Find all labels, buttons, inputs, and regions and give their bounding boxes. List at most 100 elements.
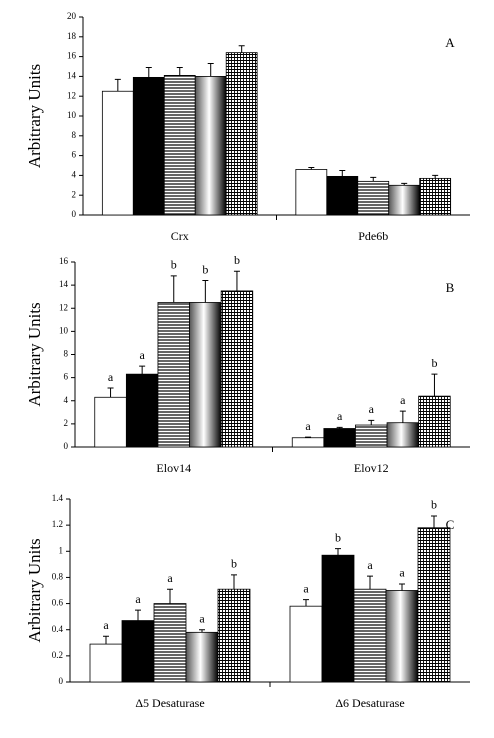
x-tick-label: Pde6b (358, 229, 388, 243)
y-tick-label: 14 (59, 279, 69, 289)
bar (89, 643, 123, 683)
error-bar (336, 426, 343, 429)
y-axis-label: Arbitrary Units (25, 538, 44, 642)
significance-letter: b (234, 253, 240, 267)
y-tick-label: 18 (67, 31, 77, 41)
y-tick-label: 0 (72, 209, 77, 219)
bar (217, 588, 251, 683)
significance-letter: a (337, 409, 343, 423)
y-axis-label: Arbitrary Units (25, 302, 44, 406)
bar (419, 177, 452, 216)
error-bar (107, 387, 114, 398)
significance-letter: b (231, 557, 237, 571)
bar (194, 76, 227, 216)
x-tick-label: Crx (171, 229, 189, 243)
y-tick-label: 0.4 (52, 624, 64, 634)
y-tick-label: 1.4 (52, 493, 64, 503)
error-bar (303, 599, 309, 607)
bar (357, 180, 390, 216)
significance-letter: b (171, 258, 177, 272)
bar (355, 424, 388, 448)
significance-letter: a (108, 370, 114, 384)
bar (153, 603, 187, 683)
y-tick-label: 4 (72, 169, 77, 179)
y-axis-label: Arbitrary Units (25, 64, 44, 168)
error-bar (401, 182, 408, 186)
error-bar (145, 66, 152, 78)
bar (163, 75, 196, 216)
bar (323, 428, 356, 448)
y-tick-label: 1 (59, 545, 64, 555)
error-bar (370, 176, 377, 182)
error-bar (199, 629, 205, 633)
bar (189, 302, 222, 448)
error-bar (114, 78, 121, 92)
bar (101, 90, 134, 216)
y-tick-label: 16 (59, 256, 69, 266)
error-bar (399, 583, 405, 591)
y-tick-label: 8 (72, 130, 77, 140)
error-bar (431, 515, 437, 528)
y-tick-label: 4 (64, 395, 69, 405)
error-bar (335, 548, 341, 556)
bar (295, 169, 328, 216)
y-tick-label: 0.2 (52, 650, 63, 660)
y-tick-label: 1.2 (52, 519, 63, 529)
error-bar (231, 574, 237, 590)
y-tick-label: 12 (59, 302, 68, 312)
significance-letter: b (431, 498, 437, 512)
bar (157, 302, 190, 448)
significance-letter: a (135, 592, 141, 606)
error-bar (207, 63, 214, 77)
y-tick-label: 0.8 (52, 571, 64, 581)
bar (94, 396, 127, 448)
bar (291, 437, 325, 448)
significance-letter: a (303, 581, 309, 595)
error-bar (167, 588, 173, 604)
error-bar (238, 45, 245, 53)
error-bar (135, 609, 141, 621)
y-tick-label: 16 (67, 51, 77, 61)
significance-letter: b (431, 356, 437, 370)
significance-letter: a (199, 611, 205, 625)
bar (220, 290, 254, 448)
y-tick-label: 0 (59, 676, 64, 686)
error-bar (176, 66, 183, 76)
bar (289, 605, 323, 683)
error-bar (202, 280, 209, 303)
significance-letter: a (399, 566, 405, 580)
error-bar (170, 275, 177, 303)
panel-label: C (446, 517, 455, 532)
significance-letter: a (367, 558, 373, 572)
significance-letter: a (305, 419, 311, 433)
bar (386, 422, 420, 448)
bar (388, 184, 421, 216)
panel-label: B (446, 280, 455, 295)
bar (125, 373, 159, 448)
error-bar (308, 166, 315, 170)
bar (385, 590, 419, 683)
y-tick-label: 12 (67, 90, 76, 100)
x-tick-label: Elov12 (354, 461, 389, 475)
bar (225, 52, 258, 216)
y-tick-label: 2 (64, 418, 69, 428)
error-bar (367, 575, 373, 590)
bar (132, 76, 165, 216)
x-tick-label: Δ6 Desaturase (335, 696, 404, 710)
x-tick-label: Elov14 (156, 461, 191, 475)
y-tick-label: 10 (67, 110, 77, 120)
significance-letter: a (400, 393, 406, 407)
significance-letter: a (103, 618, 109, 632)
significance-letter: a (369, 402, 375, 416)
error-bar (368, 419, 375, 426)
error-bar (233, 270, 240, 291)
bar (185, 631, 219, 683)
error-bar (432, 174, 439, 179)
panel-label: A (445, 35, 455, 50)
significance-letter: b (335, 530, 341, 544)
y-tick-label: 2 (72, 189, 77, 199)
error-bar (399, 410, 406, 423)
significance-letter: b (202, 262, 208, 276)
